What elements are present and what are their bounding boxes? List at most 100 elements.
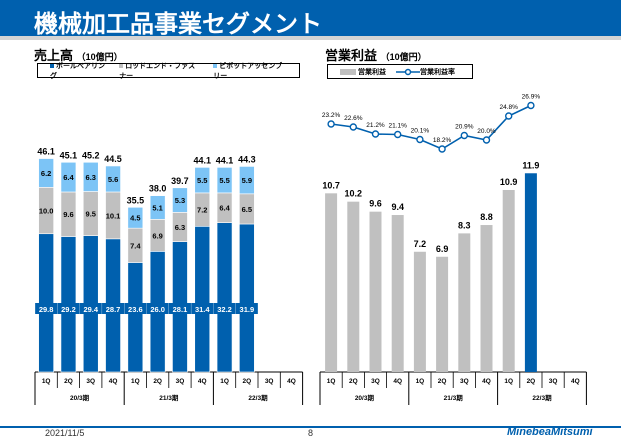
sales-bar-segment [82,161,99,192]
sales-bar-segment [194,167,211,194]
sales-data-label: 31.9 [240,305,255,314]
sales-data-label: 6.4 [219,204,230,213]
sales-data-label: 28.7 [106,305,121,314]
sales-total-label: 45.1 [60,150,78,160]
sales-data-label: 5.5 [219,176,229,185]
margin-point [460,131,468,140]
margin-point [438,145,446,153]
sales-total-label: 44.1 [216,155,234,165]
sales-bar-segment [216,167,233,194]
op-income-bar [347,201,360,372]
legend-label: 営業利益率 [420,68,455,76]
sales-total-label: 44.3 [238,154,256,164]
op-income-bar [524,173,537,372]
sales-tick-label: 1Q [42,378,51,385]
sales-data-label: 29.8 [39,305,54,314]
op-income-bar [436,256,449,372]
legend-item: 営業利益率 [396,67,455,77]
sales-unit: （10億円） [76,52,123,62]
sales-bar-segment [239,166,255,195]
sales-bar-segment [60,161,77,193]
op-income-label: 8.3 [458,220,471,230]
op-income-label: 8.8 [480,212,493,222]
margin-label: 20.1% [411,128,430,135]
op-income-title: 営業利益 （10億円） [325,45,427,64]
sales-data-label: 4.5 [130,214,140,223]
sales-tick-label: 4Q [109,378,118,385]
sales-data-label: 10.0 [39,207,54,216]
op-income-label: 10.7 [322,180,340,190]
margin-point [505,112,513,120]
page-number: 8 [308,428,314,438]
op-tick-label: 4Q [393,378,402,385]
header-bar: 機械加工品事業セグメント [0,0,621,38]
sales-data-label: 6.5 [242,205,252,214]
margin-point [527,101,535,110]
legend-label: ボールベアリング [50,62,105,80]
sales-data-label: 32.2 [217,305,232,314]
sales-data-label: 5.3 [175,196,185,205]
legend-item: ボールベアリング [50,61,105,81]
op-tick-label: 3Q [549,378,558,385]
legend-label: ロッドエンド・ファスナー [119,62,196,80]
margin-point [482,136,491,144]
margin-label: 22.6% [344,115,363,122]
sales-data-label: 6.2 [41,169,51,178]
sales-total-label: 35.5 [127,195,145,205]
sales-total-label: 46.1 [37,147,55,157]
op-income-bar [502,189,515,372]
sales-data-label: 6.3 [175,223,185,232]
sales-data-label: 9.5 [86,210,96,219]
sales-data-label: 5.1 [152,204,162,213]
sales-label-box [102,303,125,314]
sales-label-box [57,303,80,314]
sales-tick-label: 3Q [265,378,274,385]
op-tick-label: 4Q [571,378,580,385]
legend-label: 営業利益 [358,68,386,76]
sales-data-label: 6.3 [86,173,96,182]
sales-tick-label: 3Q [176,378,185,385]
sales-data-label: 5.5 [197,176,207,185]
sales-bar-segment [127,206,144,229]
sales-label-box [35,303,58,314]
op-tick-label: 3Q [460,378,469,385]
op-income-bar [391,215,404,372]
sales-label-box [235,303,258,314]
op-group-label: 22/3期 [532,393,552,402]
margin-label: 18.2% [433,137,452,144]
op-income-bar [413,251,426,372]
sales-tick-label: 4Q [198,378,207,385]
margin-label: 21.2% [366,122,385,129]
footer-divider [0,426,621,428]
op-tick-label: 4Q [482,378,491,385]
sales-total-label: 44.1 [193,155,211,165]
sales-tick-label: 2Q [243,378,252,385]
company-logo: MinebeaMitsumi [507,426,593,438]
sales-bar-segment [216,222,233,373]
sales-data-label: 28.1 [173,305,188,314]
legend-item: 営業利益 [340,67,386,77]
sales-group-label: 20/3期 [70,393,90,402]
sales-data-label: 29.2 [61,305,76,314]
sales-title-text: 売上高 [34,48,74,63]
sales-tick-label: 2Q [153,378,162,385]
margin-point [371,130,380,138]
margin-label: 20.9% [455,124,474,131]
op-income-unit: （10億円） [380,52,427,62]
sales-data-label: 9.6 [63,210,73,219]
header-divider [0,36,621,40]
sales-tick-label: 3Q [86,378,95,385]
op-income-bar [480,225,493,372]
margin-point [394,130,402,139]
sales-data-label: 7.2 [197,206,207,215]
op-tick-label: 2Q [438,378,447,385]
margin-point [327,120,335,128]
sales-total-label: 44.5 [104,154,122,164]
sales-tick-label: 4Q [287,378,296,385]
sales-total-label: 38.0 [149,184,167,194]
sales-data-label: 6.9 [152,231,162,240]
sales-bar-segment [127,262,144,373]
sales-total-label: 39.7 [171,176,189,186]
margin-label: 23.2% [322,112,341,119]
legend-label: ピボットアッセンブリー [213,62,283,80]
